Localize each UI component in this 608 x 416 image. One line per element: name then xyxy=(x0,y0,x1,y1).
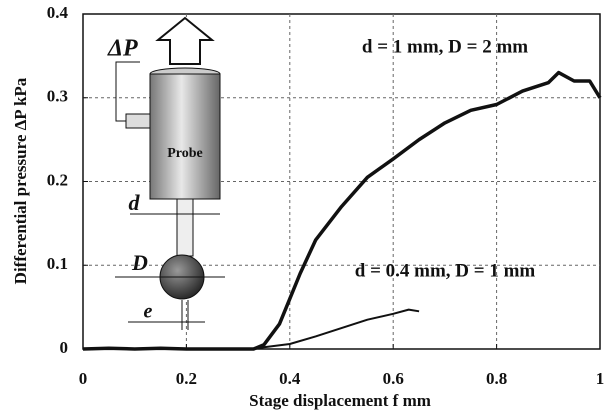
y-tick-label: 0.1 xyxy=(47,254,68,273)
x-tick-label: 0.6 xyxy=(383,369,404,388)
probe-diagram: ΔP Probe d D e xyxy=(107,16,225,330)
data-line xyxy=(82,70,602,351)
series-label: d = 0.4 mm, D = 1 mm xyxy=(355,260,536,281)
inset-label: e xyxy=(144,301,153,323)
inset-label: Probe xyxy=(167,146,203,161)
side-tube xyxy=(125,113,151,129)
inset-label: D xyxy=(131,250,148,275)
flow-arrow xyxy=(155,16,215,65)
y-tick-label: 0.4 xyxy=(47,3,69,22)
inset-label: d xyxy=(129,190,141,215)
y-tick-label: 0.2 xyxy=(47,170,68,189)
data-line xyxy=(253,308,420,350)
x-tick-label: 0 xyxy=(79,369,88,388)
y-axis-title: Differential pressure ΔP kPa xyxy=(11,77,30,284)
x-tick-label: 0.8 xyxy=(486,369,507,388)
series-label: d = 1 mm, D = 2 mm xyxy=(362,36,528,57)
probe-tube xyxy=(176,198,194,257)
x-tick-label: 0.2 xyxy=(176,369,197,388)
inset-label: ΔP xyxy=(107,36,138,62)
x-tick-label: 0.4 xyxy=(279,369,301,388)
y-tick-label: 0.3 xyxy=(47,87,68,106)
x-tick-label: 1 xyxy=(596,369,605,388)
probe-body xyxy=(149,73,221,200)
y-tick-label: 0 xyxy=(60,338,69,357)
pressure-line xyxy=(115,61,140,122)
x-axis-title: Stage displacement f mm xyxy=(249,391,431,410)
